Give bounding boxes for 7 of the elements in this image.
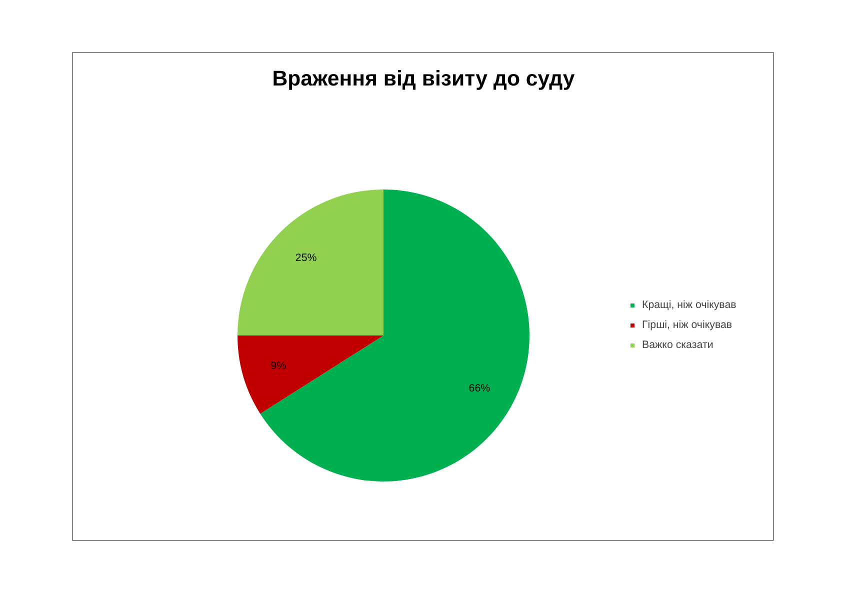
data-label: 66% <box>468 382 491 394</box>
chart-title: Враження від візиту до суду <box>272 66 575 90</box>
legend-label: Кращі, ніж очікував <box>642 299 736 311</box>
data-label: 25% <box>295 252 318 264</box>
data-label: 9% <box>270 360 287 372</box>
legend-label: Важко сказати <box>642 339 714 351</box>
legend-label: Гірші, ніж очікував <box>642 319 732 331</box>
